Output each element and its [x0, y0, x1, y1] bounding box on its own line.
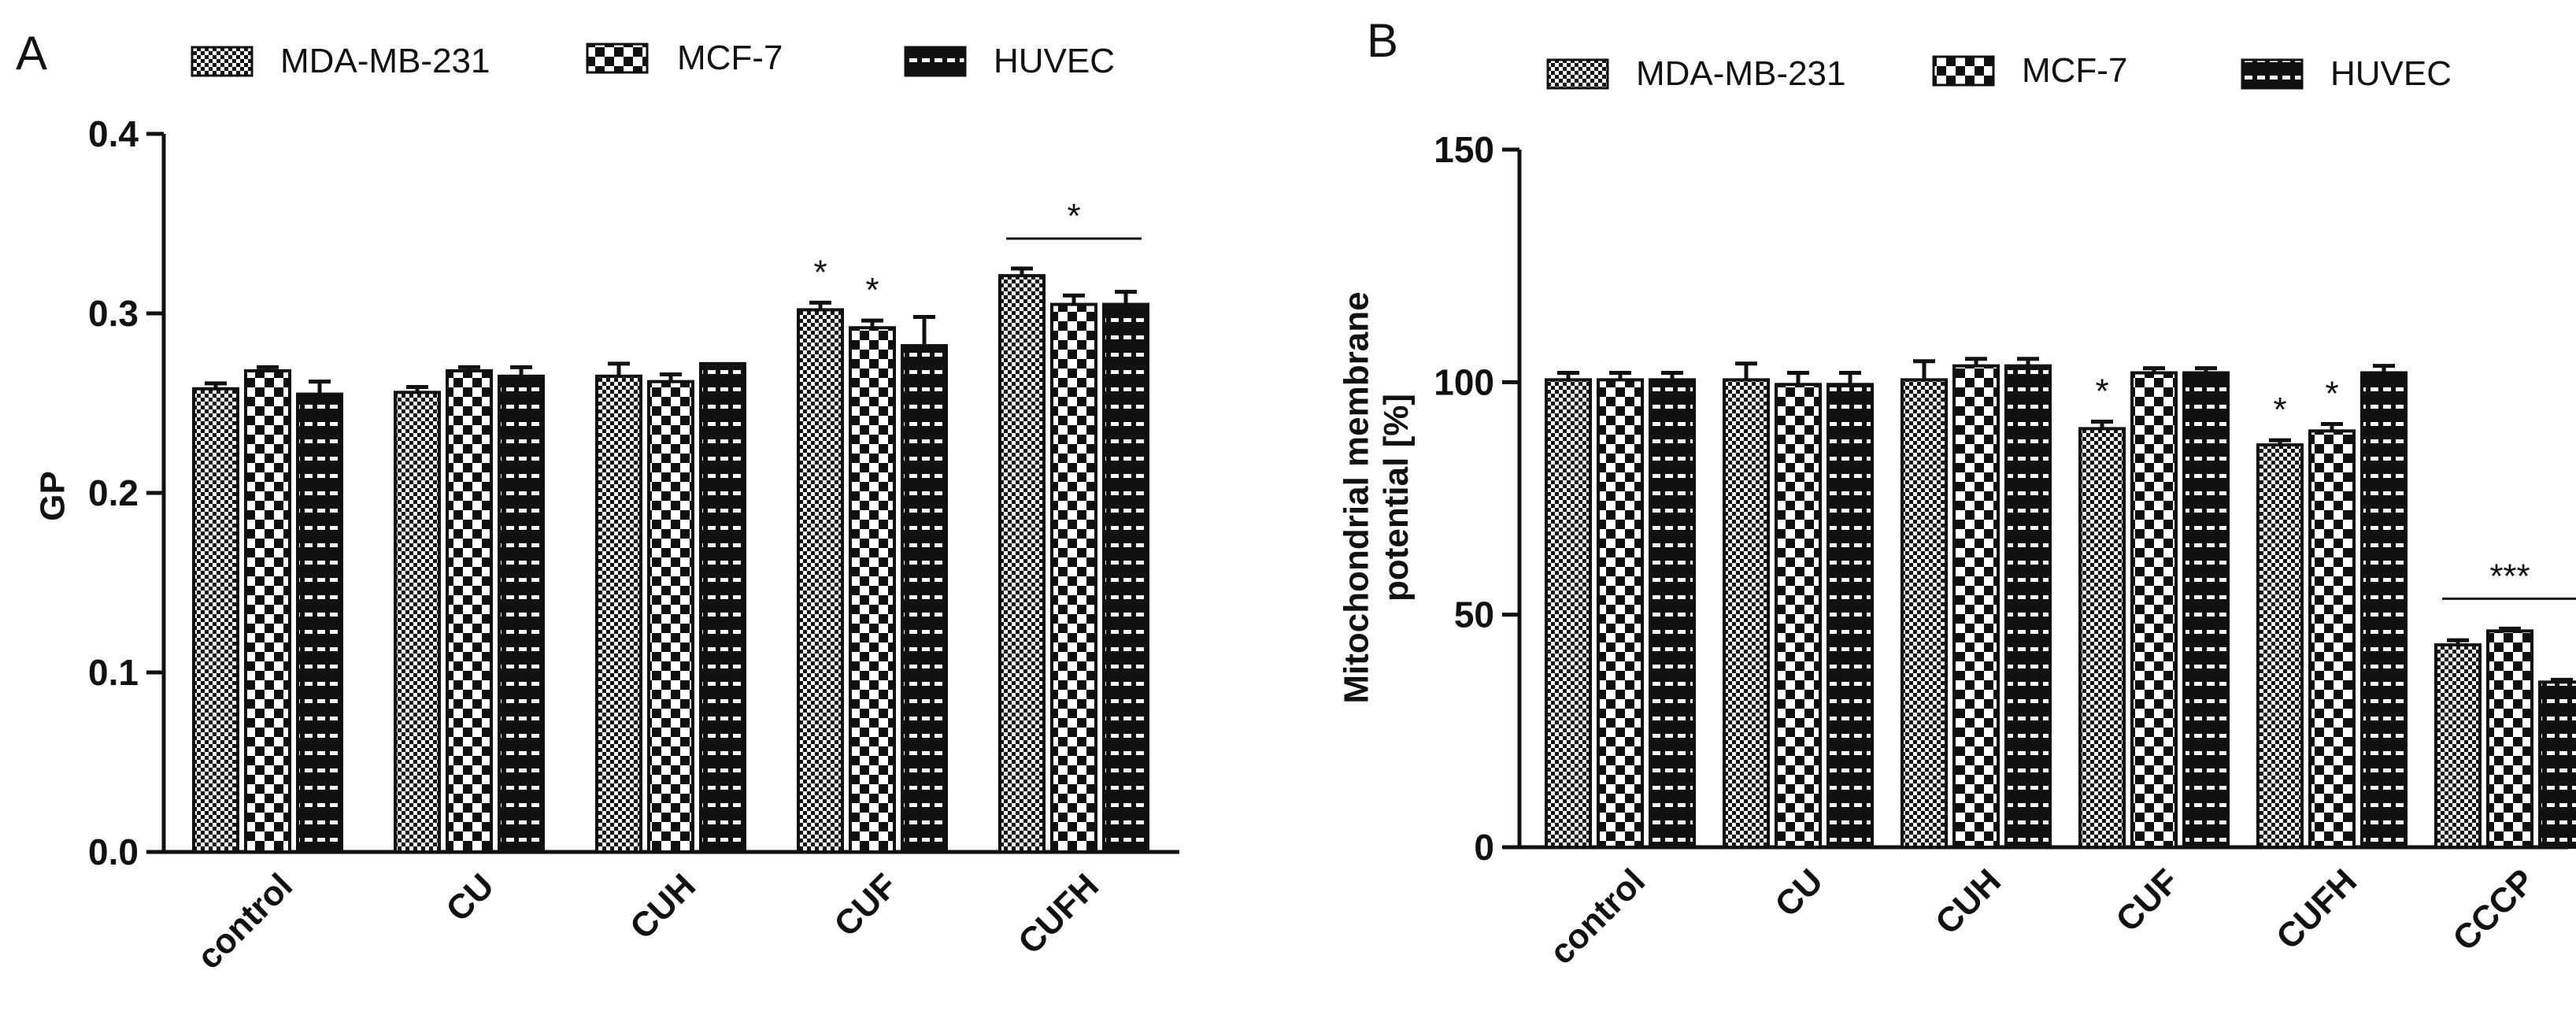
bar — [498, 374, 545, 854]
significance-marker: * — [813, 253, 827, 291]
bar — [699, 361, 746, 854]
bar — [1545, 378, 1592, 849]
legend-a: MDA-MB-231 MCF-7 HUVEC — [191, 39, 1115, 80]
x-tick-label: CU — [1767, 861, 1830, 924]
bar — [2486, 629, 2533, 850]
x-tick-label: CUH — [623, 866, 703, 946]
legend-item-mda-mb-231: MDA-MB-231 — [1546, 54, 1846, 93]
bar — [2182, 371, 2230, 849]
bar — [1723, 378, 1770, 849]
x-tick-label: CU — [439, 866, 502, 929]
x-tick-label: CUFH — [1011, 866, 1106, 961]
legend-swatch-coarse-checker — [1932, 55, 1995, 87]
significance-marker: * — [2325, 374, 2338, 413]
x-tick-label: CUH — [1928, 861, 2008, 942]
bar — [1775, 383, 1822, 849]
legend-item-huvec: HUVEC — [2241, 54, 2452, 93]
significance-marker: * — [865, 271, 879, 309]
bar — [2256, 443, 2304, 849]
y-tick-label: 0.2 — [88, 472, 139, 513]
legend-swatch-fine-checker — [191, 46, 254, 77]
legend-label: MCF-7 — [2022, 51, 2127, 90]
bar — [1827, 383, 1874, 849]
legend-item-mcf-7: MCF-7 — [586, 39, 783, 77]
bar — [2360, 371, 2408, 849]
legend-swatch-coarse-checker — [586, 43, 649, 74]
significance-marker: *** — [2489, 557, 2530, 595]
legend-label: HUVEC — [2330, 54, 2452, 93]
y-tick-label: 50 — [1454, 594, 1494, 635]
panel-letter-a: A — [16, 27, 47, 80]
legend-label: MDA-MB-231 — [1636, 54, 1846, 93]
legend-item-huvec: HUVEC — [904, 42, 1115, 80]
legend-label: HUVEC — [994, 42, 1115, 80]
bar — [998, 274, 1046, 854]
y-tick-label: 0 — [1474, 827, 1494, 868]
bar — [901, 344, 948, 854]
y-tick-label: 0.4 — [88, 113, 139, 154]
bar — [394, 391, 441, 854]
x-tick-label: control — [1542, 861, 1653, 972]
x-tick-label: CUF — [827, 866, 905, 944]
y-tick-label: 0.0 — [88, 831, 139, 872]
x-tick-label: CCCP — [2445, 861, 2542, 958]
bar — [1597, 378, 1644, 849]
y-tick-label: 100 — [1434, 361, 1494, 402]
bar — [2308, 429, 2356, 849]
y-axis-label: GP — [33, 471, 72, 521]
legend-swatch-fine-checker — [1546, 58, 1609, 90]
bar — [2538, 680, 2576, 850]
legend-item-mda-mb-231: MDA-MB-231 — [191, 42, 490, 80]
bar — [2004, 364, 2052, 850]
significance-marker: * — [2095, 372, 2108, 411]
chart-b: 0 50 100 150 Mitochondrial membranepotential… — [1337, 129, 2576, 972]
legend-swatch-stripes — [904, 46, 967, 77]
bar — [1901, 378, 1948, 849]
legend-label: MCF-7 — [677, 39, 783, 77]
y-tick-label: 0.3 — [88, 293, 139, 334]
significance-marker: * — [1067, 197, 1080, 235]
bar — [2130, 371, 2178, 849]
bar — [2078, 427, 2126, 849]
bar — [296, 392, 343, 854]
legend-b: MDA-MB-231 MCF-7 HUVEC — [1546, 51, 2452, 93]
bar — [797, 308, 844, 854]
legend-label: MDA-MB-231 — [280, 42, 490, 80]
bar — [1649, 378, 1696, 849]
significance-marker: * — [2273, 391, 2286, 429]
bar — [1102, 302, 1149, 854]
bar — [1952, 364, 2000, 850]
bar — [2434, 643, 2482, 849]
bar — [1050, 302, 1097, 854]
y-tick-label: 0.1 — [88, 652, 139, 693]
bar — [849, 326, 896, 854]
y-axis-label: Mitochondrial membranepotential [%] — [1337, 291, 1416, 703]
bar — [647, 380, 694, 854]
y-tick-label: 150 — [1434, 129, 1494, 170]
bar — [192, 387, 239, 854]
legend-item-mcf-7: MCF-7 — [1932, 51, 2127, 90]
panel-letter-b: B — [1367, 14, 1398, 67]
bar — [244, 368, 291, 854]
bar — [595, 374, 642, 854]
x-tick-label: CUFH — [2269, 861, 2364, 957]
chart-a: 0.0 0.1 0.2 0.3 0.4 GP control CU CUH CUF CUFH * * * — [33, 113, 1179, 977]
x-tick-label: CUF — [2108, 861, 2186, 939]
legend-swatch-stripes — [2241, 58, 2304, 90]
bar — [446, 368, 493, 854]
x-tick-label: control — [190, 866, 300, 976]
